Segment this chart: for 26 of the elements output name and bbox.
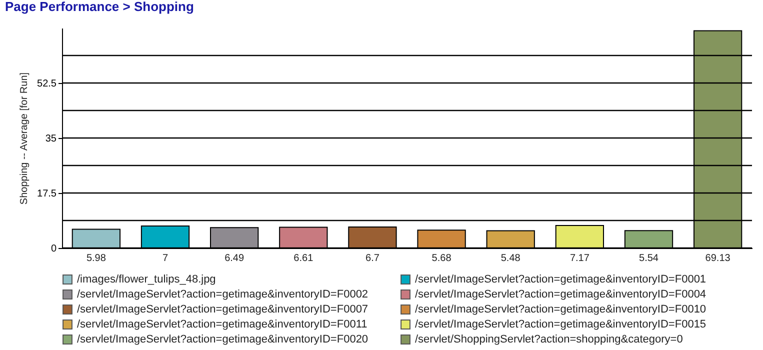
y-tick-label: 17.5 xyxy=(37,188,57,200)
data-label: 6.61 xyxy=(294,253,314,264)
legend-label: /servlet/ShoppingServlet?action=shopping&category=0 xyxy=(415,334,683,346)
data-label: 69.13 xyxy=(705,253,731,264)
data-label: 7 xyxy=(162,253,168,264)
legend-label: /servlet/ImageServlet?action=getimage&inventoryID=F0004 xyxy=(415,288,706,300)
y-tick-label: 35 xyxy=(45,134,57,144)
legend-label: /servlet/ImageServlet?action=getimage&inventoryID=F0015 xyxy=(415,318,706,330)
data-label: 5.48 xyxy=(500,253,521,264)
y-tick-label: 0 xyxy=(50,244,57,254)
data-label: 5.68 xyxy=(432,253,452,264)
legend-label: /servlet/ImageServlet?action=getimage&inventoryID=F0001 xyxy=(415,274,706,286)
y-tick-label: 52.5 xyxy=(37,78,57,90)
legend-label: /servlet/ImageServlet?action=getimage&inventoryID=F0007 xyxy=(77,304,368,316)
data-label: 7.17 xyxy=(570,253,590,264)
legend-label: /servlet/ImageServlet?action=getimage&inventoryID=F0020 xyxy=(77,334,368,346)
data-label: 5.54 xyxy=(639,253,659,264)
y-axis-title: Shopping -- Average [for Run] xyxy=(19,72,30,205)
data-label: 5.98 xyxy=(86,253,106,264)
chart-title: Page Performance > Shopping xyxy=(5,0,194,14)
data-label: 6.7 xyxy=(366,253,380,264)
legend-label: /servlet/ImageServlet?action=getimage&inventoryID=F0002 xyxy=(77,288,368,300)
data-label: 6.49 xyxy=(224,253,244,264)
legend-label: /images/flower_tulips_48.jpg xyxy=(77,274,216,286)
legend-label: /servlet/ImageServlet?action=getimage&inventoryID=F0011 xyxy=(77,318,368,330)
legend-label: /servlet/ImageServlet?action=getimage&inventoryID=F0010 xyxy=(415,304,706,316)
